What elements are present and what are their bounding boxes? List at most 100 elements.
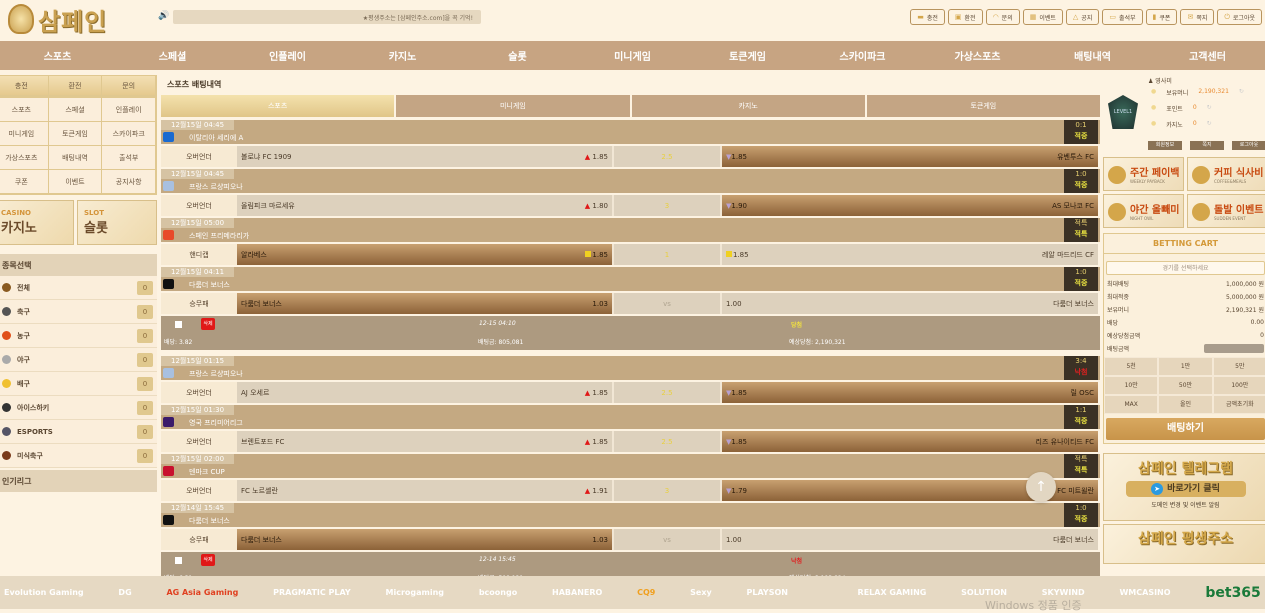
address-banner[interactable]: 삼페인 평생주소 bbox=[1103, 524, 1265, 564]
tab[interactable]: 카지노 bbox=[631, 95, 865, 117]
home-pick[interactable]: 올림피크 마르세유 ▲ 1.80 bbox=[237, 195, 612, 216]
tab[interactable]: 스포츠 bbox=[161, 95, 395, 117]
amount-chip[interactable]: 올인 bbox=[1158, 395, 1213, 414]
home-pick[interactable]: 알라베스 1.85 bbox=[237, 244, 612, 265]
tab[interactable]: 토큰게임 bbox=[866, 95, 1100, 117]
home-pick[interactable]: 브렌트포드 FC ▲ 1.85 bbox=[237, 431, 612, 452]
menu-grid-item[interactable]: 스포츠 bbox=[0, 98, 49, 122]
menu-grid-item[interactable]: 스카이파크 bbox=[102, 122, 156, 146]
nav-item[interactable]: 인플레이 bbox=[269, 52, 306, 63]
nav-item[interactable]: 스포츠 bbox=[43, 52, 72, 63]
logo[interactable]: 삼페인 bbox=[8, 2, 107, 36]
amount-chip[interactable]: 5만 bbox=[1212, 357, 1265, 376]
menu-grid-item[interactable]: 출석부 bbox=[102, 146, 156, 170]
promo-banner[interactable]: 주간 페이백 WEEKLY PAYBACK bbox=[1103, 157, 1184, 191]
match-header: 12월15일 01:15 프랑스 르샹피오나 3:4 낙첨 bbox=[161, 356, 1100, 380]
nav-item[interactable]: 미니게임 bbox=[614, 52, 651, 63]
nav-item[interactable]: 슬롯 bbox=[508, 52, 527, 63]
nav-item[interactable]: 스카이파크 bbox=[839, 52, 886, 63]
away-pick[interactable]: 1.85 레알 마드리드 CF bbox=[722, 244, 1098, 265]
top-button-headset[interactable]: ◠ 문의 bbox=[985, 9, 1020, 25]
menu-grid-item[interactable]: 토큰게임 bbox=[48, 122, 103, 146]
top-button-calendar[interactable]: ▭ 출석부 bbox=[1102, 9, 1143, 25]
refresh-icon[interactable]: ↻ bbox=[1206, 120, 1212, 127]
away-pick[interactable]: 1.00 다룸더 보너스 bbox=[722, 529, 1098, 550]
amount-chip[interactable]: 100만 bbox=[1212, 376, 1265, 395]
promo-title: 커피 식사비 bbox=[1214, 168, 1264, 179]
scroll-to-top-button[interactable]: ↑ bbox=[1026, 472, 1056, 502]
menu-grid-item[interactable]: 이벤트 bbox=[48, 170, 103, 194]
promo-banner[interactable]: 돌발 이벤트 SUDDEN EVENT bbox=[1187, 194, 1265, 228]
card-icon: ▬ bbox=[917, 13, 924, 21]
home-pick[interactable]: 다룸더 보너스 1.03 bbox=[237, 529, 612, 550]
sport-item[interactable]: 전체 0 bbox=[0, 276, 157, 300]
home-pick[interactable]: 다룸더 보너스 1.03 bbox=[237, 293, 612, 314]
place-bet-button[interactable]: 배팅하기 bbox=[1106, 418, 1265, 440]
top-button-mail[interactable]: ✉ 쪽지 bbox=[1180, 9, 1215, 25]
top-button-power[interactable]: ⏻ 로그아웃 bbox=[1217, 9, 1262, 25]
away-pick[interactable]: ▼1.85 리즈 유나이티드 FC bbox=[722, 431, 1098, 452]
nav-item[interactable]: 카지노 bbox=[388, 52, 417, 63]
home-pick[interactable]: 볼로냐 FC 1909 ▲ 1.85 bbox=[237, 146, 612, 167]
promo-banner[interactable]: 야간 올빼미 NIGHT OWL bbox=[1103, 194, 1184, 228]
home-pick[interactable]: AJ 오세르 ▲ 1.85 bbox=[237, 382, 612, 403]
away-pick[interactable]: ▼1.79 FC 미트윌란 bbox=[722, 480, 1098, 501]
top-button-wallet[interactable]: ▣ 환전 bbox=[947, 9, 983, 25]
refresh-icon[interactable]: ↻ bbox=[1238, 88, 1244, 95]
menu-grid-item[interactable]: 스페셜 bbox=[48, 98, 103, 122]
sport-item[interactable]: 배구 0 bbox=[0, 372, 157, 396]
telegram-go-button[interactable]: ➤ 바로가기 클릭 bbox=[1125, 481, 1246, 497]
menu-grid-item[interactable]: 배팅내역 bbox=[48, 146, 103, 170]
menu-grid-item[interactable]: 미니게임 bbox=[0, 122, 49, 146]
top-button-bell[interactable]: △ 공지 bbox=[1065, 9, 1100, 25]
cart-selection-field[interactable]: 경기를 선택하세요 bbox=[1106, 261, 1265, 275]
delete-button[interactable]: 삭제 bbox=[201, 318, 215, 330]
user-button[interactable]: 로그아웃 bbox=[1232, 141, 1265, 150]
amount-chip[interactable]: 금액초기화 bbox=[1212, 395, 1265, 414]
sport-item[interactable]: 미식축구 0 bbox=[0, 444, 157, 468]
top-button-gift[interactable]: ▦ 이벤트 bbox=[1022, 9, 1063, 25]
sport-item[interactable]: 야구 0 bbox=[0, 348, 157, 372]
menu-grid-item[interactable]: 인플레이 bbox=[102, 98, 156, 122]
top-button-card[interactable]: ▬ 충전 bbox=[910, 9, 945, 25]
amount-chip[interactable]: MAX bbox=[1104, 395, 1159, 414]
sport-item[interactable]: 농구 0 bbox=[0, 324, 157, 348]
nav-item[interactable]: 가상스포츠 bbox=[954, 52, 1001, 63]
promo-banner[interactable]: 커피 식사비 COFFEE&MEALS bbox=[1187, 157, 1265, 191]
user-button[interactable]: 쪽지 bbox=[1190, 141, 1224, 150]
select-checkbox[interactable] bbox=[175, 321, 182, 328]
user-button[interactable]: 회원정보 bbox=[1148, 141, 1182, 150]
away-pick[interactable]: ▼1.85 릴 OSC bbox=[722, 382, 1098, 403]
banner-0[interactable]: CASINO 카지노 bbox=[0, 200, 74, 245]
menu-grid-item[interactable]: 쿠폰 bbox=[0, 170, 49, 194]
nav-item[interactable]: 스페셜 bbox=[158, 52, 187, 63]
select-checkbox[interactable] bbox=[175, 557, 182, 564]
sport-item[interactable]: ESPORTS 0 bbox=[0, 420, 157, 444]
telegram-banner[interactable]: 삼페인 텔레그램 ➤ 바로가기 클릭 도메인 변경 및 이벤트 알림 bbox=[1103, 453, 1265, 521]
quick-button[interactable]: 충전 bbox=[0, 76, 49, 96]
home-pick[interactable]: FC 노르셸란 ▲ 1.91 bbox=[237, 480, 612, 501]
cart-info-row: 배당 0.00 bbox=[1104, 316, 1265, 329]
delete-button[interactable]: 삭제 bbox=[201, 554, 215, 566]
tab[interactable]: 미니게임 bbox=[396, 95, 630, 117]
amount-chip[interactable]: 50만 bbox=[1158, 376, 1213, 395]
away-pick[interactable]: ▼1.85 유벤투스 FC bbox=[722, 146, 1098, 167]
amount-chip[interactable]: 5천 bbox=[1104, 357, 1159, 376]
nav-item[interactable]: 배팅내역 bbox=[1074, 52, 1111, 63]
refresh-icon[interactable]: ↻ bbox=[1206, 104, 1212, 111]
nav-item[interactable]: 토큰게임 bbox=[729, 52, 766, 63]
amount-input[interactable] bbox=[1204, 344, 1264, 353]
amount-chip[interactable]: 10만 bbox=[1104, 376, 1159, 395]
menu-grid-item[interactable]: 가상스포츠 bbox=[0, 146, 49, 170]
quick-button[interactable]: 환전 bbox=[48, 76, 103, 96]
away-pick[interactable]: 1.00 다룸더 보너스 bbox=[722, 293, 1098, 314]
banner-1[interactable]: SLOT 슬롯 bbox=[77, 200, 157, 245]
menu-grid-item[interactable]: 공지사항 bbox=[102, 170, 156, 194]
top-button-coupon[interactable]: ▮ 쿠폰 bbox=[1145, 9, 1178, 25]
sport-item[interactable]: 축구 0 bbox=[0, 300, 157, 324]
sport-item[interactable]: 아이스하키 0 bbox=[0, 396, 157, 420]
away-pick[interactable]: ▼1.90 AS 모나코 FC bbox=[722, 195, 1098, 216]
nav-item[interactable]: 고객센터 bbox=[1189, 52, 1226, 63]
quick-button[interactable]: 문의 bbox=[102, 76, 156, 96]
amount-chip[interactable]: 1만 bbox=[1158, 357, 1213, 376]
